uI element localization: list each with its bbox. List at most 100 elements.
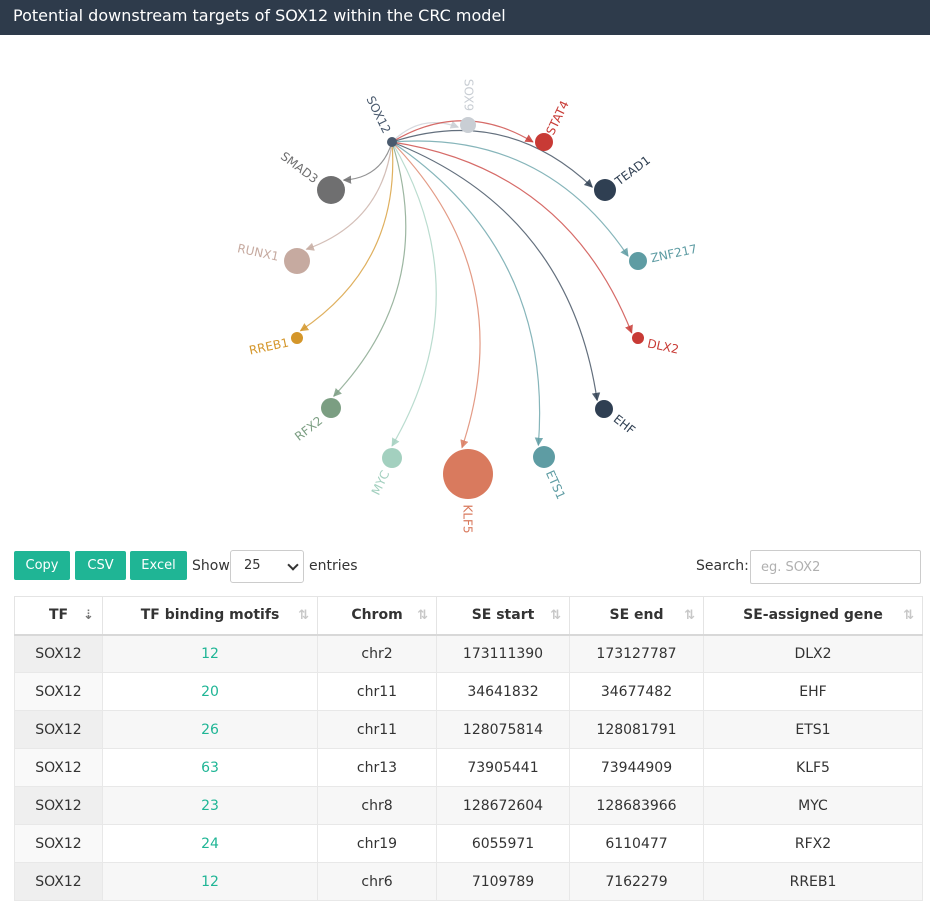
node-label-smad3: SMAD3	[278, 149, 321, 186]
node-runx1[interactable]	[284, 248, 310, 274]
node-label-ets1: ETS1	[543, 468, 568, 501]
cell-se-end: 6110477	[569, 824, 704, 863]
node-rfx2[interactable]	[321, 398, 341, 418]
cell-chrom: chr13	[317, 748, 437, 787]
node-label-stat4: STAT4	[543, 98, 571, 137]
copy-button[interactable]: Copy	[14, 551, 70, 580]
column-header-gene[interactable]: SE-assigned gene ⇅	[703, 596, 923, 636]
cell-se-end: 173127787	[569, 634, 704, 673]
column-header-se-end[interactable]: SE end ⇅	[569, 596, 704, 636]
search-input[interactable]	[750, 550, 921, 584]
table-row: SOX12 63 chr13 73905441 73944909 KLF5	[14, 748, 923, 787]
node-label-rreb1: RREB1	[248, 335, 290, 357]
csv-button[interactable]: CSV	[75, 551, 126, 580]
edge-sox12-rreb1	[299, 141, 394, 332]
column-header-chrom[interactable]: Chrom ⇅	[317, 596, 437, 636]
table-header-row: TF ⇣ TF binding motifs ⇅ Chrom ⇅ SE start ⇅ …	[14, 596, 923, 636]
node-rreb1[interactable]	[291, 332, 303, 344]
node-myc[interactable]	[382, 448, 402, 468]
column-header-tf[interactable]: TF ⇣	[14, 596, 103, 636]
cell-tf: SOX12	[14, 786, 103, 825]
cell-se-start: 7109789	[436, 862, 570, 901]
cell-se-end: 34677482	[569, 672, 704, 711]
cell-chrom: chr11	[317, 710, 437, 749]
node-sox9[interactable]	[460, 117, 476, 133]
cell-motifs[interactable]: 63	[102, 748, 318, 787]
edge-sox12-dlx2	[391, 141, 633, 334]
edge-sox12-myc	[391, 141, 437, 447]
cell-motifs[interactable]: 24	[102, 824, 318, 863]
show-label: Show	[192, 558, 230, 574]
cell-se-end: 128683966	[569, 786, 704, 825]
cell-gene: RFX2	[703, 824, 923, 863]
cell-chrom: chr6	[317, 862, 437, 901]
cell-tf: SOX12	[14, 710, 103, 749]
entries-label: entries	[309, 558, 358, 574]
node-sox12[interactable]	[387, 137, 397, 147]
edge-sox12-znf217	[391, 140, 629, 257]
node-label-myc: MYC	[369, 468, 393, 497]
cell-tf: SOX12	[14, 824, 103, 863]
cell-motifs[interactable]: 20	[102, 672, 318, 711]
node-klf5[interactable]	[443, 449, 493, 499]
cell-gene: EHF	[703, 672, 923, 711]
node-label-rfx2: RFX2	[292, 414, 325, 444]
excel-button[interactable]: Excel	[130, 551, 187, 580]
cell-se-start: 128075814	[436, 710, 570, 749]
entries-select-value: 25	[244, 558, 261, 573]
node-tead1[interactable]	[594, 179, 616, 201]
table-row: SOX12 12 chr6 7109789 7162279 RREB1	[14, 862, 923, 901]
cell-chrom: chr2	[317, 634, 437, 673]
cell-tf: SOX12	[14, 634, 103, 673]
cell-motifs[interactable]: 23	[102, 786, 318, 825]
cell-tf: SOX12	[14, 862, 103, 901]
cell-se-start: 128672604	[436, 786, 570, 825]
edge-sox12-rfx2	[333, 141, 407, 397]
sort-icon: ⇅	[298, 608, 309, 623]
network-graph: SOX9 STAT4 TEAD1 ZNF217 DLX2 EHF ETS1 KLF5 MYC RF…	[236, 79, 698, 534]
node-label-sox12: SOX12	[363, 94, 393, 136]
node-dlx2[interactable]	[632, 332, 644, 344]
edge-sox12-sox9	[391, 120, 460, 143]
node-ehf[interactable]	[595, 400, 613, 418]
sort-icon: ⇅	[417, 608, 428, 623]
cell-motifs[interactable]: 12	[102, 862, 318, 901]
cell-gene: DLX2	[703, 634, 923, 673]
cell-chrom: chr11	[317, 672, 437, 711]
cell-se-start: 6055971	[436, 824, 570, 863]
column-header-motifs[interactable]: TF binding motifs ⇅	[102, 596, 318, 636]
edge-sox12-smad3	[342, 141, 393, 184]
cell-chrom: chr19	[317, 824, 437, 863]
sort-icon: ⇅	[550, 608, 561, 623]
node-label-znf217: ZNF217	[649, 242, 698, 265]
cell-se-end: 73944909	[569, 748, 704, 787]
table-controls: Copy CSV Excel Show 25 entries Search:	[14, 550, 922, 586]
table-row: SOX12 26 chr11 128075814 128081791 ETS1	[14, 710, 923, 749]
entries-select[interactable]: 25	[230, 550, 304, 583]
table-row: SOX12 20 chr11 34641832 34677482 EHF	[14, 672, 923, 711]
cell-motifs[interactable]: 12	[102, 634, 318, 673]
node-label-sox9: SOX9	[462, 79, 476, 111]
node-label-dlx2: DLX2	[646, 336, 680, 356]
sort-icon: ⇅	[903, 608, 914, 623]
table-row: SOX12 23 chr8 128672604 128683966 MYC	[14, 786, 923, 825]
table-row: SOX12 12 chr2 173111390 173127787 DLX2	[14, 634, 923, 673]
cell-tf: SOX12	[14, 672, 103, 711]
search-label: Search:	[696, 558, 749, 574]
cell-se-start: 173111390	[436, 634, 570, 673]
cell-chrom: chr8	[317, 786, 437, 825]
page-header: Potential downstream targets of SOX12 wi…	[0, 0, 930, 35]
results-table: TF ⇣ TF binding motifs ⇅ Chrom ⇅ SE start ⇅ …	[14, 596, 923, 901]
cell-gene: KLF5	[703, 748, 923, 787]
node-stat4[interactable]	[535, 133, 553, 151]
cell-se-end: 7162279	[569, 862, 704, 901]
column-header-se-start[interactable]: SE start ⇅	[436, 596, 570, 636]
node-label-tead1: TEAD1	[612, 153, 653, 189]
cell-tf: SOX12	[14, 748, 103, 787]
cell-se-start: 34641832	[436, 672, 570, 711]
node-znf217[interactable]	[629, 252, 647, 270]
node-label-klf5: KLF5	[461, 504, 475, 533]
node-ets1[interactable]	[533, 446, 555, 468]
node-smad3[interactable]	[317, 176, 345, 204]
cell-motifs[interactable]: 26	[102, 710, 318, 749]
